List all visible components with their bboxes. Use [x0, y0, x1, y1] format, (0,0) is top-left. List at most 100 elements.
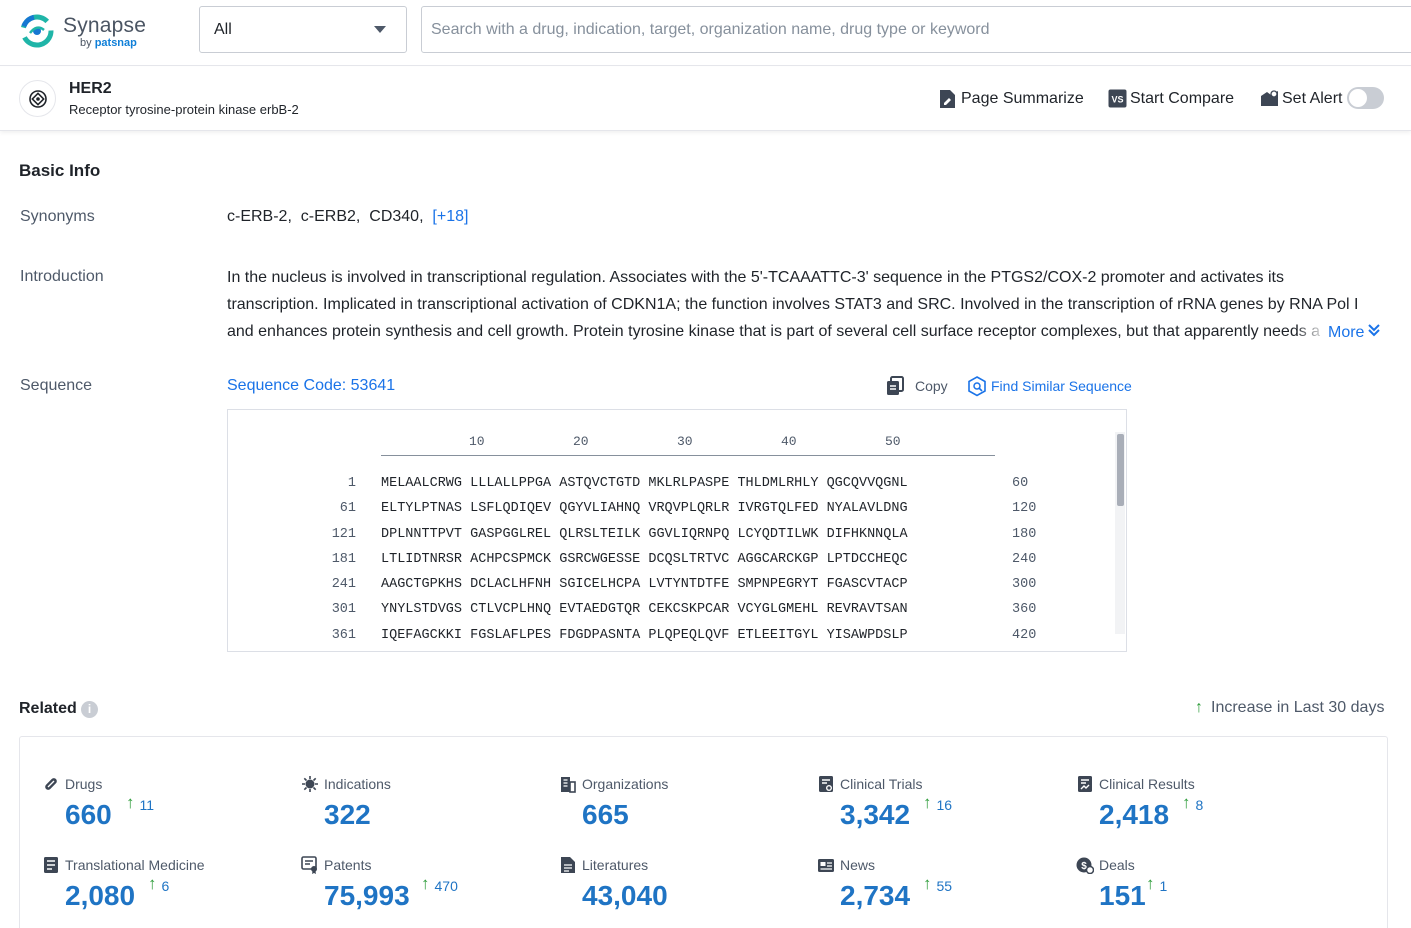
copy-button[interactable]: Copy: [886, 376, 948, 398]
related-count: 151: [1099, 880, 1146, 912]
toggle-knob: [1349, 89, 1367, 107]
patent-icon: [301, 856, 319, 874]
synapse-logo[interactable]: Synapse by patsnap: [18, 12, 178, 52]
sequence-code-link[interactable]: Sequence Code: 53641: [227, 377, 395, 395]
pill-icon: [42, 775, 60, 793]
svg-text:VS: VS: [1111, 95, 1123, 105]
related-item-indications[interactable]: Indications 322: [301, 775, 541, 853]
sequence-ruler: 10 20 30 40 50: [381, 432, 995, 456]
target-icon: [19, 80, 56, 117]
synonym: c-ERB-2,: [227, 208, 292, 225]
related-count: 2,734: [840, 880, 910, 912]
alert-icon: [1260, 89, 1279, 108]
top-bar: Synapse by patsnap All: [0, 0, 1411, 66]
synonym: CD340,: [369, 208, 423, 225]
related-stats-panel: Drugs 660 ↑11 Indications 322 Organizati…: [19, 736, 1388, 928]
news-icon: [817, 856, 835, 874]
ruler-tick: 40: [781, 434, 797, 449]
target-name: HER2: [69, 80, 112, 98]
sequence-lines: 1MELAALCRWG LLLALLPPGA ASTQVCTGTD MKLRLP…: [228, 472, 1118, 649]
sequence-label: Sequence: [20, 377, 92, 395]
start-compare-button[interactable]: VS Start Compare: [1108, 89, 1238, 109]
double-chevron-down-icon: [1367, 320, 1381, 347]
related-count: 322: [324, 799, 371, 831]
find-similar-sequence-button[interactable]: Find Similar Sequence: [967, 376, 1132, 398]
search-scope-value: All: [214, 21, 232, 39]
sequence-line: 61ELTYLPTNAS LSFLQDIQEV QGYVLIAHNQ VRQVP…: [228, 497, 1118, 522]
related-item-patents[interactable]: Patents 75,993 ↑470: [301, 856, 541, 928]
sequence-line: 121DPLNNTTPVT GASPGGLREL QLRSLTEILK GGVL…: [228, 523, 1118, 548]
deals-icon: $: [1076, 856, 1094, 874]
set-alert-button[interactable]: Set Alert: [1260, 89, 1345, 109]
synonyms-more-link[interactable]: [+18]: [432, 208, 468, 225]
compare-icon: VS: [1108, 89, 1127, 108]
ruler-tick: 30: [677, 434, 693, 449]
introduction-text: In the nucleus is involved in transcript…: [227, 264, 1367, 345]
related-increase: ↑55: [923, 876, 952, 896]
introduction-label: Introduction: [20, 268, 104, 286]
synapse-logo-icon: [18, 12, 56, 50]
related-increase: ↑1: [1146, 876, 1167, 896]
sequence-line: 181LTLIDTNRSR ACHPCSPMCK GSRCWGESSE DCQS…: [228, 548, 1118, 573]
related-item-literatures[interactable]: Literatures 43,040: [559, 856, 799, 928]
search-input[interactable]: [421, 6, 1411, 53]
synonyms-label: Synonyms: [20, 208, 95, 226]
building-icon: [559, 775, 577, 793]
related-count: 660: [65, 799, 112, 831]
clinical-trials-icon: [817, 775, 835, 793]
set-alert-label: Set Alert: [1282, 90, 1342, 108]
translational-medicine-icon: [42, 856, 60, 874]
info-icon[interactable]: i: [81, 701, 98, 718]
related-count: 3,342: [840, 799, 910, 831]
start-compare-label: Start Compare: [1130, 90, 1234, 108]
alert-toggle[interactable]: [1347, 87, 1384, 109]
sequence-scrollbar-thumb[interactable]: [1117, 434, 1124, 506]
related-item-news[interactable]: News 2,734 ↑55: [817, 856, 1057, 928]
related-item-drugs[interactable]: Drugs 660 ↑11: [42, 775, 282, 853]
caret-down-icon: [374, 26, 386, 33]
related-count: 2,418: [1099, 799, 1169, 831]
find-similar-icon: [967, 376, 987, 397]
related-increase: ↑470: [421, 876, 458, 896]
sequence-viewer: 10 20 30 40 50 1MELAALCRWG LLLALLPPGA AS…: [227, 409, 1127, 652]
ruler-tick: 50: [885, 434, 901, 449]
basic-info-title: Basic Info: [19, 161, 100, 181]
target-header: HER2 Receptor tyrosine-protein kinase er…: [0, 67, 1411, 131]
related-count: 665: [582, 799, 629, 831]
up-arrow-icon: ↑: [1195, 699, 1203, 716]
copy-icon: [886, 376, 905, 396]
virus-icon: [301, 775, 319, 793]
ruler-tick: 20: [573, 434, 589, 449]
clinical-results-icon: [1076, 775, 1094, 793]
more-label: More: [1328, 324, 1364, 341]
page-summarize-label: Page Summarize: [961, 90, 1084, 108]
related-title: Related: [19, 700, 77, 718]
related-count: 75,993: [324, 880, 410, 912]
copy-label: Copy: [915, 378, 948, 394]
increase-legend: ↑Increase in Last 30 days: [1195, 699, 1384, 717]
page-summarize-button[interactable]: Page Summarize: [939, 89, 1084, 109]
ruler-tick: 10: [469, 434, 485, 449]
brand-byline: by patsnap: [80, 37, 137, 49]
sequence-line: 1MELAALCRWG LLLALLPPGA ASTQVCTGTD MKLRLP…: [228, 472, 1118, 497]
target-full-name: Receptor tyrosine-protein kinase erbB-2: [69, 102, 299, 117]
related-item-clinical-trials[interactable]: Clinical Trials 3,342 ↑16: [817, 775, 1057, 853]
related-count: 2,080: [65, 880, 135, 912]
search-scope-select[interactable]: All: [199, 6, 407, 53]
find-similar-label: Find Similar Sequence: [991, 378, 1132, 394]
related-item-organizations[interactable]: Organizations 665: [559, 775, 799, 853]
sequence-line: 301YNYLSTDVGS CTLVCPLHNQ EVTAEDGTQR CEKC…: [228, 598, 1118, 623]
literature-icon: [559, 856, 577, 874]
synonyms-list: c-ERB-2, c-ERB2, CD340, [+18]: [227, 208, 468, 226]
related-item-translational-medicine[interactable]: Translational Medicine 2,080 ↑6: [42, 856, 282, 928]
introduction-more-button[interactable]: More: [1300, 319, 1390, 346]
related-increase: ↑11: [126, 795, 154, 815]
brand-name: Synapse: [63, 14, 146, 38]
related-item-clinical-results[interactable]: Clinical Results 2,418 ↑8: [1076, 775, 1316, 853]
related-count: 43,040: [582, 880, 668, 912]
sequence-line: 361IQEFAGCKKI FGSLAFLPES FDGDPASNTA PLQP…: [228, 624, 1118, 649]
related-increase: ↑8: [1182, 795, 1203, 815]
page-summarize-icon: [939, 89, 956, 109]
related-item-deals[interactable]: $ Deals 151 ↑1: [1076, 856, 1316, 928]
related-increase: ↑16: [923, 795, 952, 815]
